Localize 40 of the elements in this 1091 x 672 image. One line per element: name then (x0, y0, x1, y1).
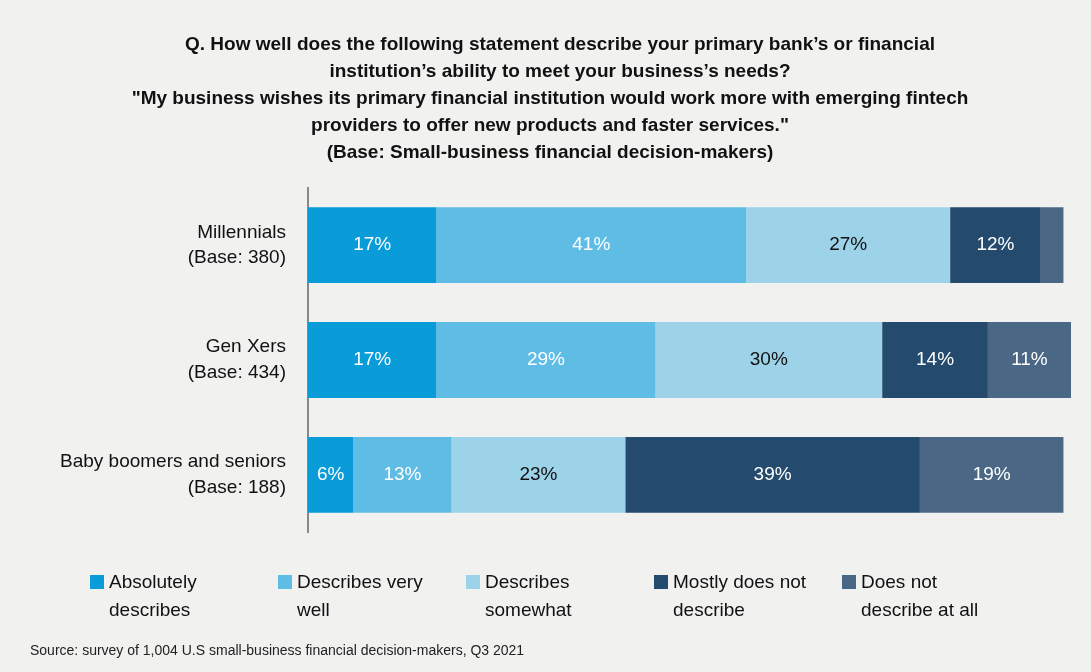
legend-label: Describes very well (297, 570, 424, 622)
bar (308, 436, 354, 513)
data-label: 13% (383, 463, 422, 485)
legend-label: Does not describe at all (861, 570, 980, 622)
y-tick-label: Millennials (Base: 380) (187, 220, 286, 268)
bar (308, 207, 437, 284)
bar (919, 436, 1064, 513)
bar (451, 436, 626, 513)
data-label: 12% (976, 233, 1015, 255)
bar (746, 207, 951, 284)
data-label: 27% (829, 233, 868, 255)
bar (308, 322, 437, 398)
data-label: 23% (519, 463, 558, 485)
y-tick-label: Gen Xers (Base: 434) (187, 335, 286, 383)
data-label: 17% (353, 233, 392, 255)
bar (882, 322, 988, 398)
bar (987, 322, 1071, 398)
bar (436, 322, 656, 398)
data-label: 17% (353, 348, 392, 370)
data-label: 30% (749, 348, 788, 370)
data-label: 39% (753, 463, 792, 485)
legend-label: Mostly does not describe (673, 570, 808, 622)
data-label: 41% (572, 233, 611, 255)
bar (625, 436, 920, 513)
y-tick-label: Baby boomers and seniors (Base: 188) (59, 450, 286, 497)
bar (950, 207, 1041, 284)
source-note: Source: survey of 1,004 U.S small-business financial decision-makers, Q3 2021 (30, 642, 525, 658)
chart-title: Q. How well does the following statement describe your primary bank’s or financial institution’s ability to meet your business’s needs? (184, 32, 936, 83)
legend-label: Describes somewhat (485, 570, 573, 622)
data-label: 14% (916, 348, 955, 370)
data-label: 29% (526, 348, 566, 370)
bar (1040, 207, 1064, 284)
bar (436, 207, 747, 284)
data-label: 6% (316, 463, 345, 485)
data-label: 19% (972, 463, 1011, 485)
bar (353, 436, 452, 513)
data-label: 11% (1011, 348, 1048, 370)
chart-subtitle: "My business wishes its primary financial institution would work more with emerging fintech providers to offer new products and faster services." (Base: Small-business financial decision-makers) (130, 86, 970, 164)
bar (655, 322, 883, 398)
legend-label: Absolutely describes (109, 570, 198, 622)
